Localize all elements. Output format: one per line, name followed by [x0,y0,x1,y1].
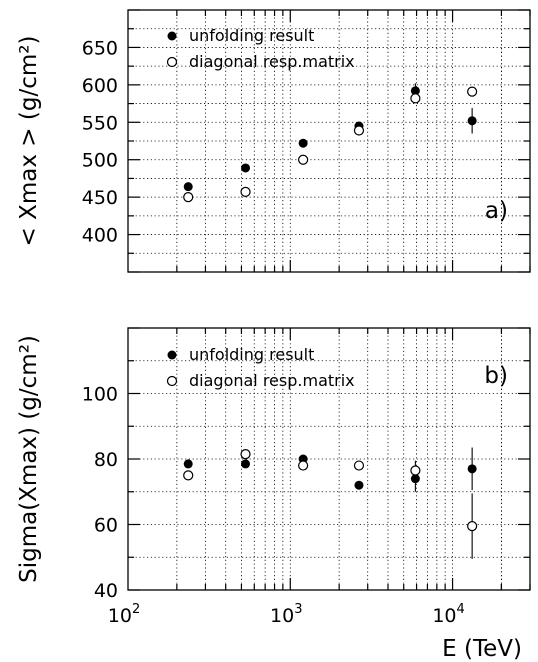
data-point-unfolding [467,116,477,126]
plot-frame [127,327,531,591]
y-tick-label: 60 [94,515,118,537]
data-point-unfolding [467,464,477,474]
y-axis-label: Sigma(Xmax) (g/cm²) [16,335,42,583]
legend-label: unfolding result [189,345,314,364]
data-point-diagonal [298,154,309,165]
data-point-unfolding [183,459,193,469]
plot-frame [127,9,531,273]
legend-label: diagonal resp.matrix [189,371,355,390]
data-point-diagonal [240,448,251,460]
y-tick-label: 100 [82,384,118,406]
panel-a: 400 450 500 550 600 650 < Xmax > (g/cm²) a) unfo… [16,9,531,273]
x-axis-label: E (TeV) [442,636,522,662]
panel-label: b) [484,363,508,389]
data-point-diagonal [298,460,309,471]
panel-label: a) [485,198,508,224]
legend-marker-open [166,375,178,387]
data-point-unfolding [354,480,364,490]
y-tick-label: 80 [94,449,118,471]
x-tick-label: 102 [108,602,140,627]
data-point-unfolding [241,163,251,173]
legend-label: unfolding result [189,26,314,45]
data-point-unfolding [183,182,193,192]
data-point-diagonal [467,521,478,532]
legend-label: diagonal resp.matrix [189,52,355,71]
data-point-unfolding [241,459,251,469]
x-tick-label: 103 [270,602,302,627]
data-point-diagonal [353,125,365,136]
y-tick-label: 650 [82,37,118,59]
legend-marker-filled [167,31,177,41]
data-point-diagonal [410,93,421,104]
legend-marker-filled [167,350,177,360]
x-tick-label: 104 [432,602,464,627]
y-tick-label: 450 [82,187,118,209]
y-tick-label: 500 [82,150,118,172]
y-tick-label: 40 [94,580,118,602]
data-point-diagonal [410,465,421,476]
data-point-diagonal [183,470,194,481]
y-tick-label: 600 [82,75,118,97]
y-tick-label: 550 [82,112,118,134]
panel-b: 40 60 80 100 102 103 104 E (TeV) Sigma(Xmax) (g/… [16,327,531,662]
y-tick-label: 400 [82,225,118,247]
data-point-diagonal [467,86,478,97]
data-point-unfolding [298,138,308,148]
data-point-diagonal [353,460,365,471]
data-point-diagonal [183,192,194,203]
data-point-diagonal [240,186,251,198]
legend-marker-open [166,56,178,68]
data-point-unfolding [410,86,420,96]
y-axis-label: < Xmax > (g/cm²) [16,36,42,247]
